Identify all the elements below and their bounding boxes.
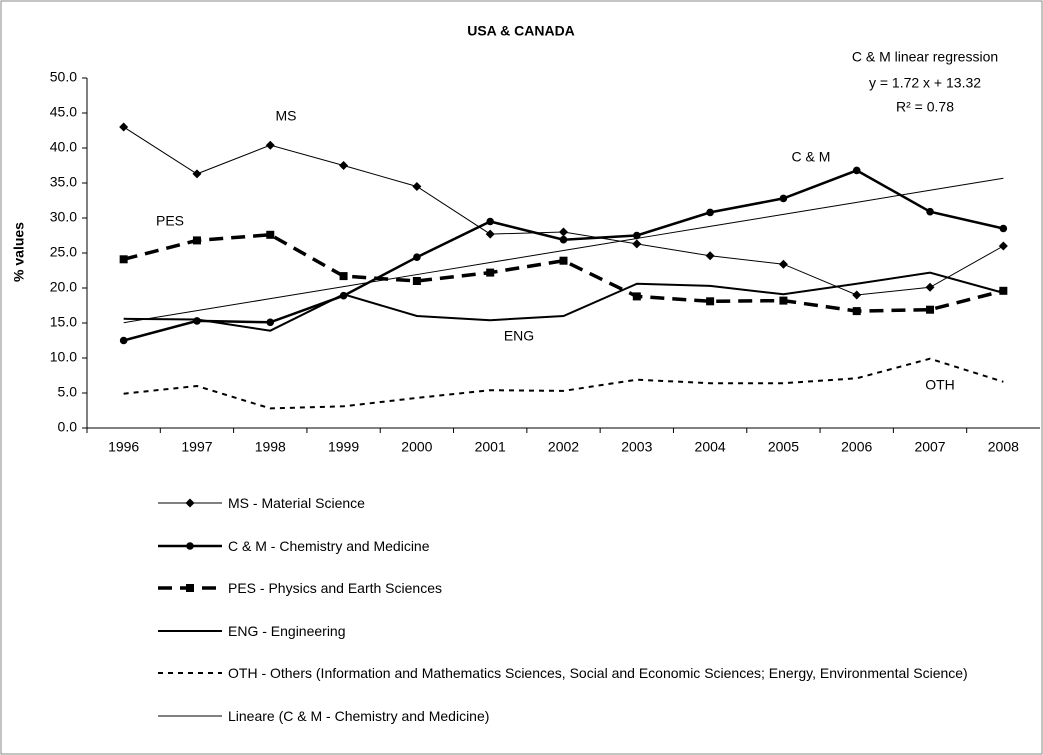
data-point xyxy=(706,208,714,217)
annotation: PES xyxy=(156,213,184,229)
annotation: C & M xyxy=(792,149,831,165)
x-tick-label: 2001 xyxy=(475,439,506,455)
x-tick-label: 2005 xyxy=(768,439,799,455)
data-point xyxy=(119,336,128,345)
x-tick-label: 1999 xyxy=(328,439,359,455)
legend-label: OTH - Others (Information and Mathematic… xyxy=(228,665,968,681)
x-tick-label: 1996 xyxy=(108,439,139,455)
y-tick-label: 35.0 xyxy=(50,174,77,190)
data-point xyxy=(559,235,568,244)
x-tick-label: 1997 xyxy=(181,439,212,455)
x-tick-label: 1998 xyxy=(255,439,286,455)
data-point xyxy=(265,140,275,150)
annotation: ENG xyxy=(504,328,534,344)
x-tick-label: 2002 xyxy=(548,439,579,455)
y-tick-label: 0.0 xyxy=(58,419,78,435)
data-point xyxy=(192,169,202,179)
data-point xyxy=(926,305,935,314)
data-point xyxy=(925,282,935,292)
x-tick-label: 2003 xyxy=(621,439,652,455)
data-point xyxy=(999,286,1008,295)
data-point xyxy=(706,297,715,306)
y-tick-label: 5.0 xyxy=(58,384,78,400)
data-point xyxy=(852,307,861,316)
legend-label: PES - Physics and Earth Sciences xyxy=(228,580,442,596)
series-line xyxy=(123,177,1004,324)
x-tick-label: 2007 xyxy=(914,439,945,455)
x-tick-label: 2004 xyxy=(695,439,726,455)
annotation: C & M linear regression xyxy=(852,49,998,65)
annotation: y = 1.72 x + 13.32 xyxy=(869,75,981,91)
data-point xyxy=(486,268,495,277)
annotation: MS xyxy=(276,108,297,124)
data-point xyxy=(266,230,275,239)
legend-label: MS - Material Science xyxy=(228,495,365,511)
data-point xyxy=(926,207,934,216)
data-point xyxy=(413,253,421,261)
y-tick-label: 50.0 xyxy=(50,69,77,85)
data-point xyxy=(412,182,422,191)
data-point xyxy=(852,166,861,175)
annotation: OTH xyxy=(925,377,955,393)
data-point xyxy=(559,227,568,237)
legend-marker xyxy=(185,498,195,508)
data-point xyxy=(633,231,641,240)
legend-label: Lineare (C & M - Chemistry and Medicine) xyxy=(228,708,490,724)
x-tick-label: 2000 xyxy=(401,439,432,455)
y-axis-label: % values xyxy=(11,222,27,282)
data-point xyxy=(852,290,862,300)
annotation: R² = 0.78 xyxy=(896,99,954,115)
legend-label: C & M - Chemistry and Medicine xyxy=(228,538,430,554)
legend-label: ENG - Engineering xyxy=(228,623,346,639)
legend-marker xyxy=(186,542,194,550)
y-tick-label: 10.0 xyxy=(50,349,77,365)
data-point xyxy=(632,292,641,301)
data-point xyxy=(119,255,128,264)
data-point xyxy=(266,318,275,327)
y-tick-label: 45.0 xyxy=(50,104,77,120)
x-tick-label: 2006 xyxy=(841,439,872,455)
data-point xyxy=(999,224,1008,233)
x-tick-label: 2008 xyxy=(988,439,1019,455)
data-point xyxy=(632,239,642,249)
series-line xyxy=(123,271,1004,332)
chart-title: USA & CANADA xyxy=(467,23,575,39)
data-point xyxy=(486,217,494,226)
y-tick-label: 30.0 xyxy=(50,209,77,225)
data-point xyxy=(339,161,349,170)
data-point xyxy=(485,229,495,239)
legend-marker xyxy=(186,584,194,592)
data-point xyxy=(779,194,788,203)
data-point xyxy=(705,251,715,261)
data-point xyxy=(339,291,348,300)
y-tick-label: 15.0 xyxy=(50,314,77,330)
data-point xyxy=(779,296,788,305)
y-tick-label: 20.0 xyxy=(50,279,77,295)
data-point xyxy=(998,241,1008,251)
data-point xyxy=(192,236,201,245)
data-point xyxy=(119,122,129,132)
data-point xyxy=(412,277,421,285)
y-tick-label: 40.0 xyxy=(50,139,77,155)
series-line xyxy=(123,357,1004,410)
data-point xyxy=(778,259,788,269)
data-point xyxy=(339,272,348,281)
data-point xyxy=(559,256,568,265)
y-tick-label: 25.0 xyxy=(50,244,77,260)
